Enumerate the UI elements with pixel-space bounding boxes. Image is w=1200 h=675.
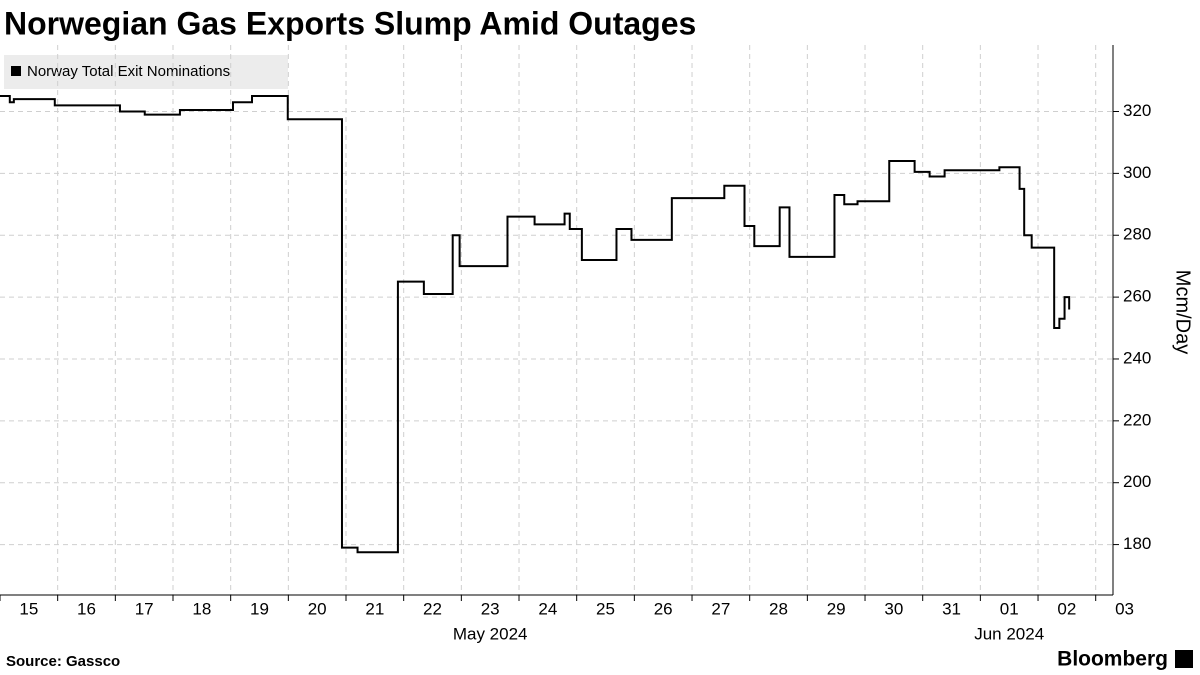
y-tick-label: 320 bbox=[1123, 101, 1151, 120]
x-tick-label: 01 bbox=[1000, 599, 1019, 618]
x-tick-label: 18 bbox=[192, 599, 211, 618]
x-group-label: May 2024 bbox=[453, 624, 528, 643]
y-tick-label: 260 bbox=[1123, 287, 1151, 306]
x-tick-label: 28 bbox=[769, 599, 788, 618]
x-group-label: Jun 2024 bbox=[974, 624, 1044, 643]
chart-title: Norwegian Gas Exports Slump Amid Outages bbox=[4, 5, 696, 41]
y-axis-label: Mcm/Day bbox=[1172, 270, 1194, 354]
x-tick-label: 20 bbox=[308, 599, 327, 618]
legend-box bbox=[4, 55, 288, 89]
x-tick-label: 19 bbox=[250, 599, 269, 618]
x-tick-label: 17 bbox=[135, 599, 154, 618]
x-tick-label: 27 bbox=[711, 599, 730, 618]
x-tick-label: 31 bbox=[942, 599, 961, 618]
source: Source: Gassco bbox=[6, 653, 120, 670]
data-line bbox=[0, 95, 1071, 554]
x-tick-label: 02 bbox=[1057, 599, 1076, 618]
y-tick-label: 220 bbox=[1123, 410, 1151, 429]
x-tick-label: 22 bbox=[423, 599, 442, 618]
y-tick-label: 240 bbox=[1123, 348, 1151, 367]
brand-icon bbox=[1175, 650, 1193, 668]
x-tick-label: 29 bbox=[827, 599, 846, 618]
legend-label: Norway Total Exit Nominations bbox=[27, 63, 230, 80]
x-tick-label: 16 bbox=[77, 599, 96, 618]
x-tick-label: 23 bbox=[481, 599, 500, 618]
x-tick-label: 03 bbox=[1115, 599, 1134, 618]
x-tick-label: 26 bbox=[654, 599, 673, 618]
y-tick-label: 300 bbox=[1123, 163, 1151, 182]
y-tick-label: 280 bbox=[1123, 225, 1151, 244]
x-tick-label: 25 bbox=[596, 599, 615, 618]
x-tick-label: 30 bbox=[884, 599, 903, 618]
legend-swatch bbox=[11, 66, 21, 76]
y-tick-label: 180 bbox=[1123, 534, 1151, 553]
x-tick-label: 15 bbox=[19, 599, 38, 618]
y-tick-label: 200 bbox=[1123, 472, 1151, 491]
x-tick-label: 21 bbox=[365, 599, 384, 618]
brand: Bloomberg bbox=[1057, 648, 1168, 671]
x-tick-label: 24 bbox=[538, 599, 557, 618]
